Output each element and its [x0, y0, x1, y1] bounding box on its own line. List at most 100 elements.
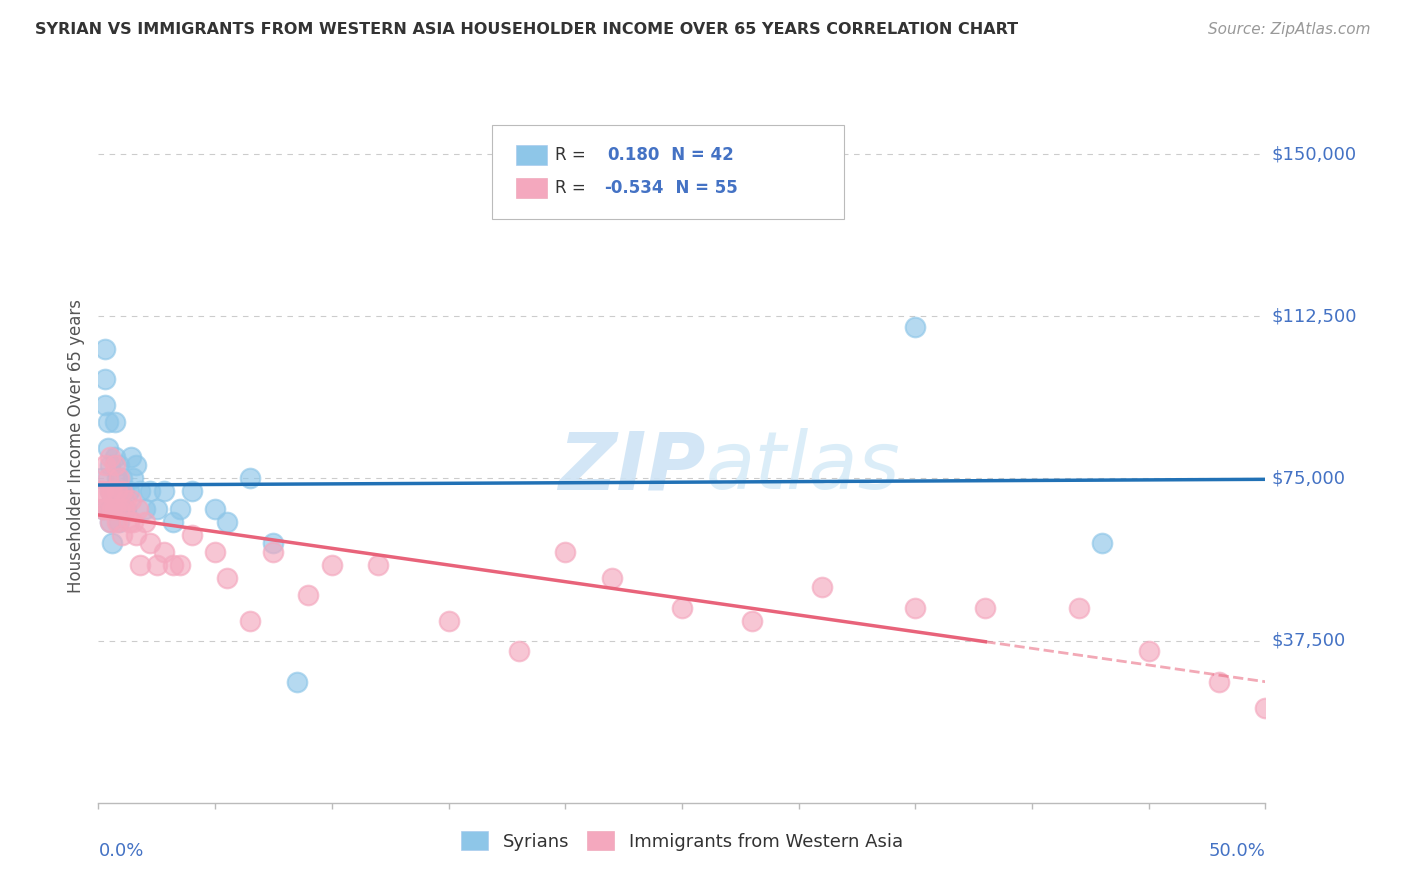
Point — [97, 441, 120, 455]
Point — [120, 493, 142, 508]
Point — [101, 536, 124, 550]
Point — [671, 601, 693, 615]
Point — [239, 471, 262, 485]
Point — [162, 515, 184, 529]
Point — [94, 342, 117, 356]
Point — [115, 493, 138, 508]
Point — [94, 501, 117, 516]
Point — [91, 484, 114, 499]
Point — [152, 484, 174, 499]
Point — [1091, 536, 1114, 550]
Point — [204, 501, 226, 516]
Point — [904, 601, 927, 615]
Point — [118, 484, 141, 499]
Point — [367, 558, 389, 572]
Text: Source: ZipAtlas.com: Source: ZipAtlas.com — [1208, 22, 1371, 37]
Point — [129, 484, 152, 499]
Point — [94, 398, 117, 412]
Point — [904, 320, 927, 334]
Text: N = 55: N = 55 — [664, 179, 737, 197]
Text: $150,000: $150,000 — [1271, 145, 1357, 163]
Text: ZIP: ZIP — [558, 428, 706, 507]
Text: $112,500: $112,500 — [1271, 307, 1357, 326]
Point — [1208, 674, 1230, 689]
Point — [105, 501, 128, 516]
Point — [239, 614, 262, 628]
Point — [146, 501, 169, 516]
Point — [97, 471, 120, 485]
Point — [101, 493, 124, 508]
Text: N = 42: N = 42 — [654, 146, 734, 164]
Point — [125, 458, 148, 473]
Point — [146, 558, 169, 572]
Point — [94, 372, 117, 386]
Text: SYRIAN VS IMMIGRANTS FROM WESTERN ASIA HOUSEHOLDER INCOME OVER 65 YEARS CORRELAT: SYRIAN VS IMMIGRANTS FROM WESTERN ASIA H… — [35, 22, 1018, 37]
Point — [600, 571, 623, 585]
Point — [139, 536, 162, 550]
Point — [94, 458, 117, 473]
Point — [204, 545, 226, 559]
Point — [127, 501, 149, 516]
Point — [129, 558, 152, 572]
Point — [97, 501, 120, 516]
Point — [122, 471, 145, 485]
Text: $37,500: $37,500 — [1271, 632, 1346, 649]
Point — [108, 471, 131, 485]
Point — [108, 458, 131, 473]
Point — [974, 601, 997, 615]
Point — [111, 484, 134, 499]
Point — [101, 501, 124, 516]
Point — [90, 471, 112, 485]
Point — [1254, 700, 1277, 714]
Point — [91, 501, 114, 516]
Point — [98, 458, 121, 473]
Point — [152, 545, 174, 559]
Point — [105, 515, 128, 529]
Point — [215, 571, 238, 585]
Y-axis label: Householder Income Over 65 years: Householder Income Over 65 years — [66, 299, 84, 593]
Point — [321, 558, 343, 572]
Point — [91, 501, 114, 516]
Point — [134, 515, 156, 529]
Point — [108, 484, 131, 499]
Text: 0.0%: 0.0% — [98, 842, 143, 860]
Point — [1137, 644, 1160, 658]
Point — [285, 674, 308, 689]
Point — [134, 501, 156, 516]
Text: 50.0%: 50.0% — [1209, 842, 1265, 860]
Text: 0.180: 0.180 — [607, 146, 659, 164]
Text: atlas: atlas — [706, 428, 900, 507]
Text: $75,000: $75,000 — [1271, 469, 1346, 487]
Point — [105, 471, 128, 485]
Point — [108, 501, 131, 516]
Point — [262, 545, 284, 559]
Point — [120, 450, 142, 464]
Point — [101, 484, 124, 499]
Point — [508, 644, 530, 658]
Legend: Syrians, Immigrants from Western Asia: Syrians, Immigrants from Western Asia — [454, 824, 910, 858]
Point — [98, 484, 121, 499]
Point — [554, 545, 576, 559]
Point — [98, 450, 121, 464]
Point — [98, 515, 121, 529]
Point — [97, 415, 120, 429]
Point — [169, 558, 191, 572]
Point — [180, 527, 202, 541]
Point — [104, 501, 127, 516]
Point — [105, 484, 128, 499]
Point — [112, 484, 135, 499]
Point — [122, 515, 145, 529]
Point — [169, 501, 191, 516]
Point — [115, 501, 138, 516]
Point — [262, 536, 284, 550]
Text: R =: R = — [555, 146, 596, 164]
Text: R =: R = — [555, 179, 592, 197]
Point — [811, 580, 834, 594]
Point — [215, 515, 238, 529]
Point — [125, 527, 148, 541]
Point — [98, 484, 121, 499]
Point — [1067, 601, 1090, 615]
Point — [111, 501, 134, 516]
Point — [297, 588, 319, 602]
Point — [90, 484, 112, 499]
